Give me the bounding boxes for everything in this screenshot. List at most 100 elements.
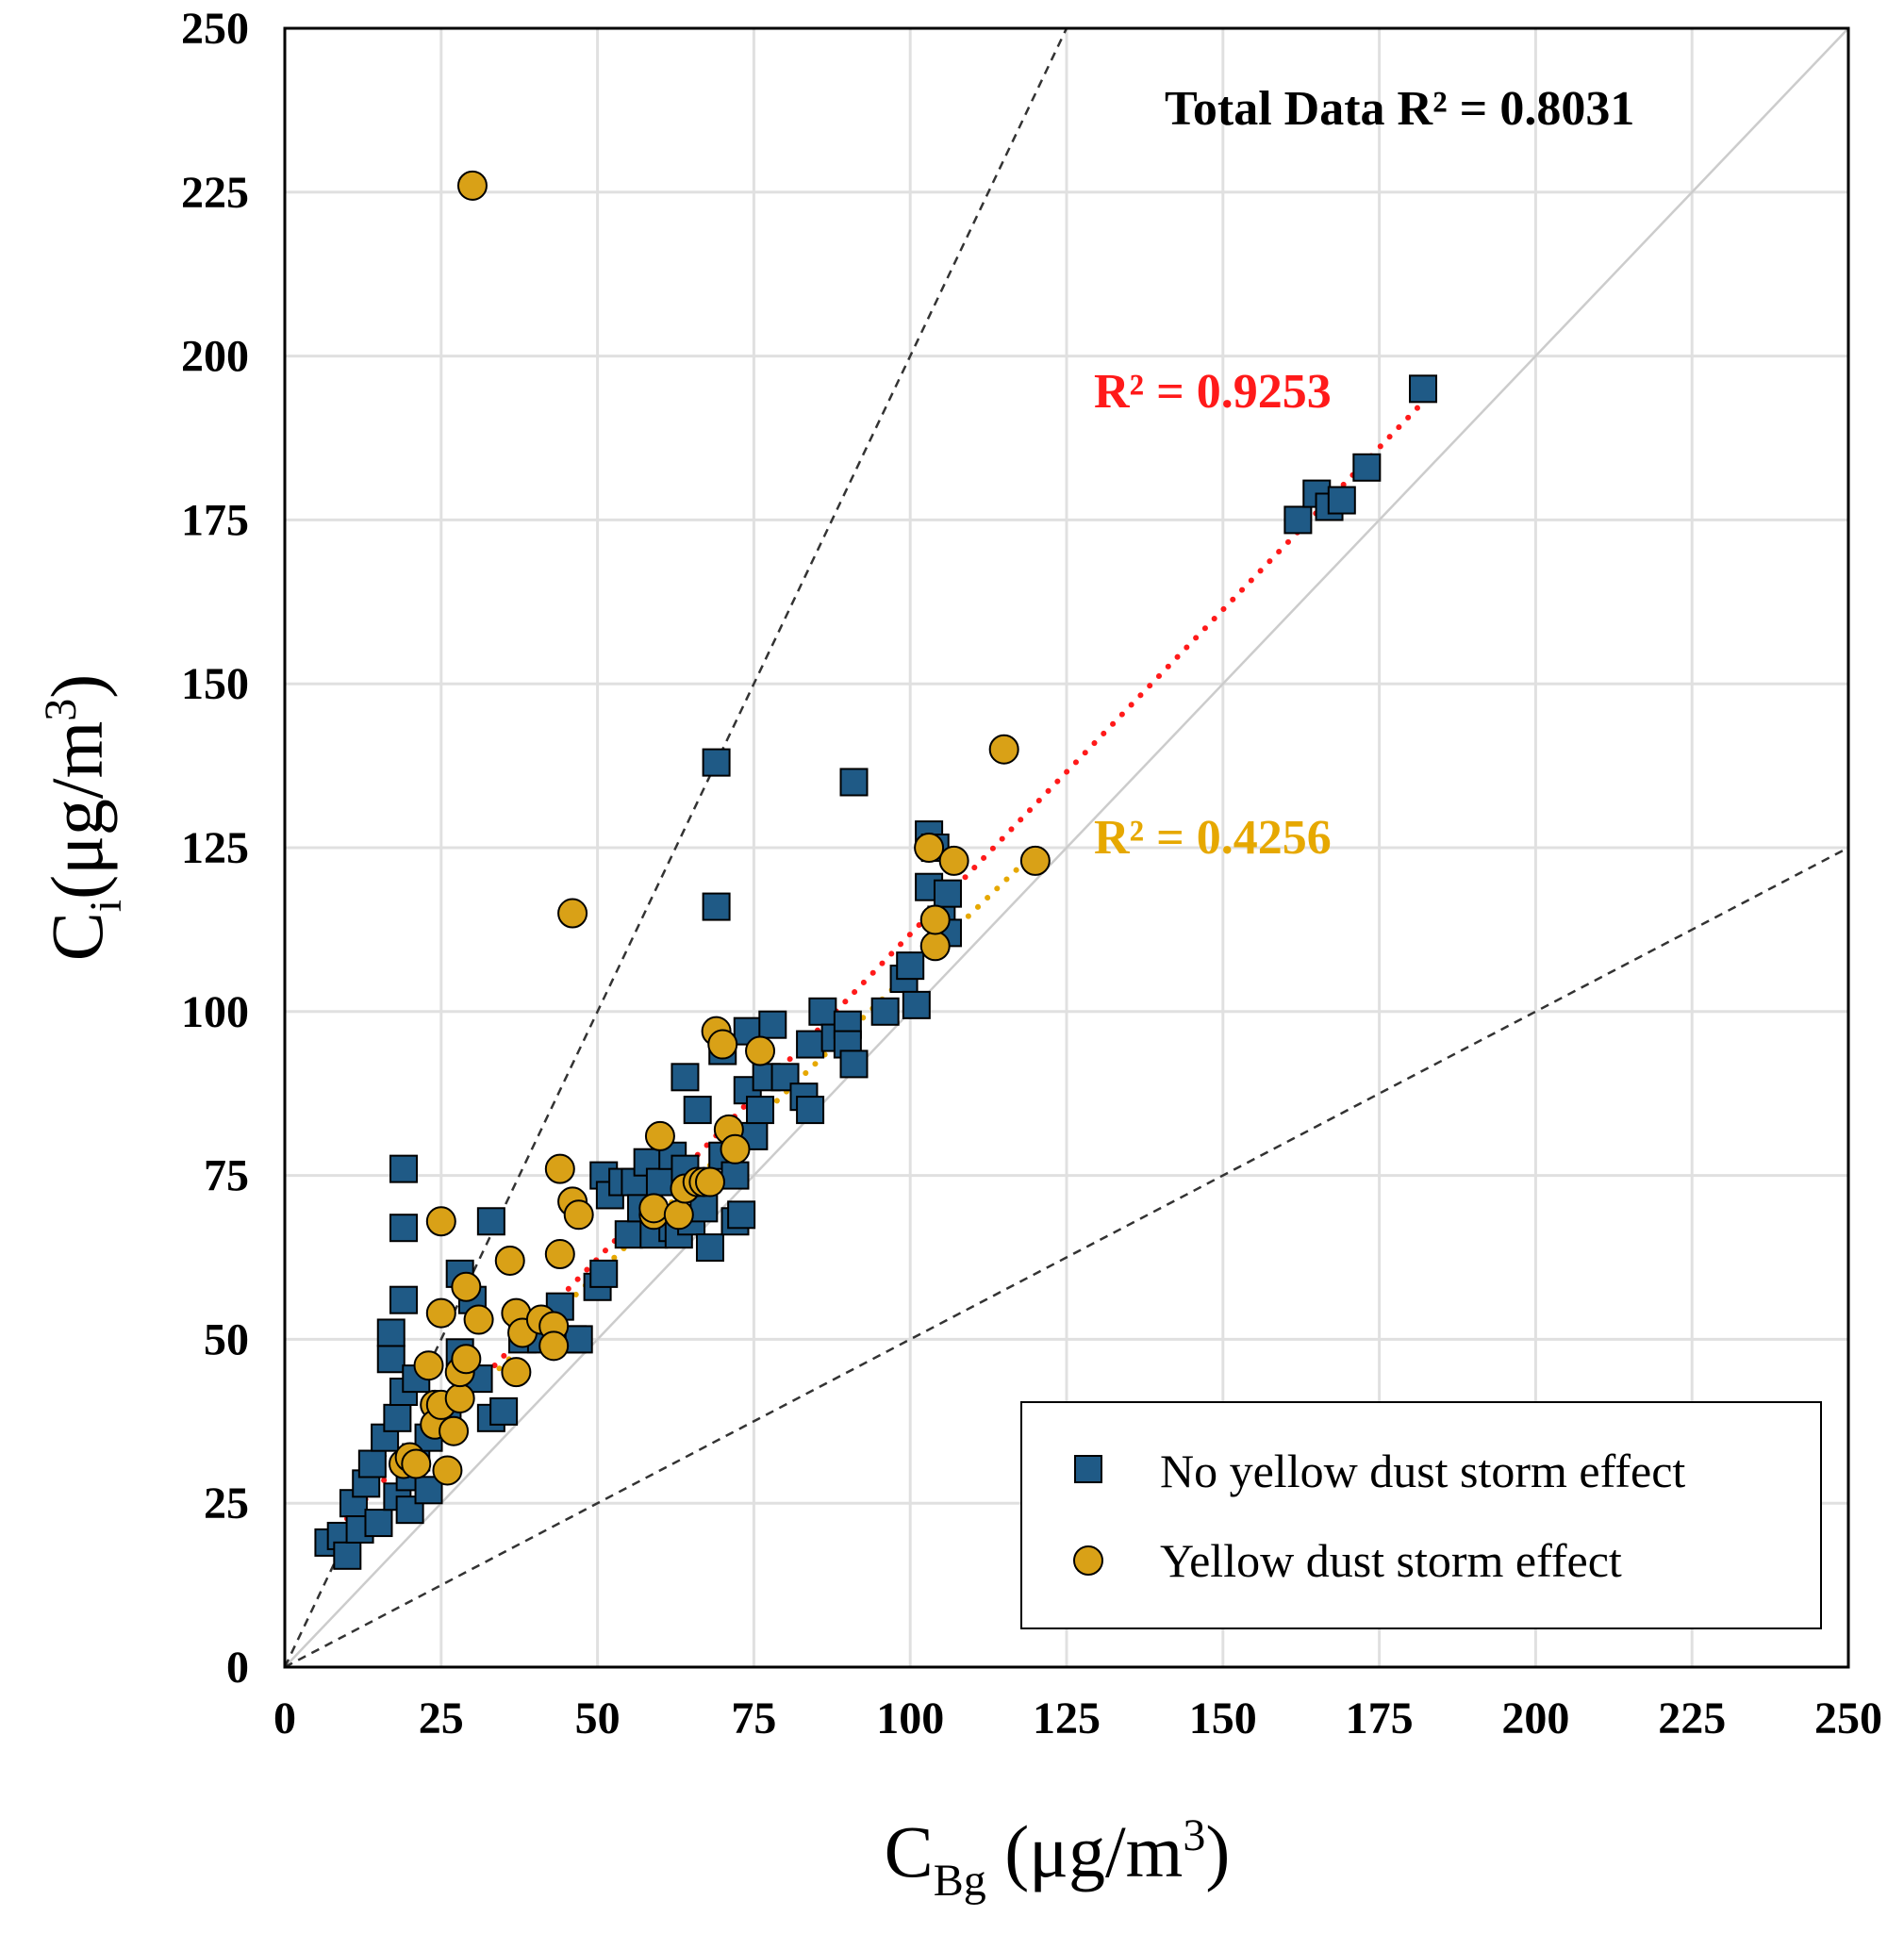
series-no-dust [314, 374, 1438, 1570]
data-point-circle [745, 1035, 776, 1066]
x-axis-title-main: C [885, 1810, 934, 1892]
data-point-square [389, 1154, 419, 1183]
data-point-square [720, 1161, 750, 1190]
data-point-square [489, 1396, 519, 1426]
data-point-square [376, 1318, 406, 1347]
y-tick-label: 125 [181, 823, 249, 873]
data-point-circle [451, 1271, 482, 1302]
y-tick-label: 100 [181, 987, 249, 1037]
data-point-square [808, 997, 837, 1026]
data-point-circle [456, 170, 488, 201]
data-point-square [902, 990, 931, 1019]
annotation-dust: R² = 0.4256 [1094, 811, 1332, 865]
series-dust [389, 170, 1051, 1486]
data-point-square [933, 879, 962, 908]
data-point-square [727, 1200, 756, 1230]
data-point-square [796, 1030, 825, 1059]
data-point-circle [439, 1415, 470, 1446]
x-tick-label: 250 [1814, 1693, 1882, 1743]
data-point-square [839, 1049, 869, 1079]
data-point-square [389, 1214, 419, 1243]
data-point-square [695, 1233, 724, 1263]
trend-line-series-0 [325, 399, 1427, 1541]
data-point-square [739, 1121, 769, 1150]
x-axis-title-sub: Bg [934, 1856, 986, 1906]
x-tick-label: 100 [876, 1693, 944, 1743]
data-point-circle [501, 1357, 532, 1388]
data-point-circle [413, 1350, 444, 1381]
data-point-square [1352, 453, 1382, 482]
data-point-square [389, 1285, 419, 1314]
data-point-square [796, 1096, 825, 1125]
x-tick-label: 200 [1501, 1693, 1569, 1743]
data-point-square [702, 748, 731, 777]
y-tick-label: 175 [181, 495, 249, 545]
data-point-square [746, 1096, 775, 1125]
data-point-circle [425, 1206, 456, 1237]
data-point-square [589, 1259, 619, 1288]
annotation-total: Total Data R² = 0.8031 [1165, 82, 1634, 136]
x-axis-title: CBg (μg/m3) [885, 1810, 1231, 1906]
y-tick-label: 25 [204, 1479, 249, 1528]
data-point-square [645, 1167, 674, 1197]
legend-label-no-dust: No yellow dust storm effect [1160, 1445, 1685, 1497]
r-squared-annotations: Total Data R² = 0.8031 R² = 0.9253 R² = 0.… [1094, 82, 1634, 865]
data-point-square [870, 997, 900, 1026]
x-tick-label: 50 [575, 1693, 621, 1743]
y-tick-label: 150 [181, 659, 249, 709]
data-point-square [733, 1016, 762, 1046]
x-tick-labels: 0 25 50 75 100 125 150 175 200 225 250 [273, 1693, 1882, 1743]
data-point-square [896, 951, 925, 981]
data-point-circle [544, 1153, 575, 1184]
legend-marker-circle [1073, 1545, 1103, 1576]
y-axis-title: Ci(μg/m3) [36, 674, 131, 962]
x-tick-label: 25 [419, 1693, 464, 1743]
y-tick-label: 250 [181, 4, 249, 54]
data-point-square [564, 1325, 593, 1354]
y-tick-label: 75 [204, 1151, 249, 1201]
data-point-circle [644, 1120, 675, 1151]
data-point-circle [432, 1455, 463, 1486]
data-point-circle [444, 1382, 475, 1413]
data-point-circle [1019, 845, 1051, 876]
legend: No yellow dust storm effect Yellow dust … [1020, 1401, 1822, 1629]
data-point-circle [425, 1297, 456, 1329]
data-point-square [364, 1509, 393, 1538]
data-point-circle [544, 1239, 575, 1270]
data-point-square [671, 1063, 700, 1092]
y-axis-title-unit: (μg/m [36, 721, 118, 900]
data-point-circle [494, 1245, 525, 1276]
x-tick-label: 125 [1033, 1693, 1101, 1743]
y-tick-label: 225 [181, 168, 249, 218]
data-point-square [702, 892, 731, 921]
y-tick-label: 0 [226, 1643, 249, 1693]
data-point-square [1283, 505, 1313, 535]
data-point-circle [919, 931, 951, 962]
data-point-square [376, 1345, 406, 1374]
data-point-square [839, 768, 869, 797]
data-point-circle [563, 1199, 594, 1231]
data-point-circle [538, 1330, 570, 1362]
reference-line-one-to-one [284, 27, 1849, 1668]
data-point-circle [938, 845, 969, 876]
x-tick-label: 75 [731, 1693, 776, 1743]
data-point-square [1327, 486, 1356, 515]
data-point-circle [451, 1344, 482, 1375]
plot-frame [283, 26, 1850, 1669]
data-point-circle [694, 1166, 725, 1198]
reference-line-lower-bound [284, 846, 1849, 1669]
x-tick-label: 150 [1189, 1693, 1257, 1743]
data-point-square [1409, 374, 1438, 404]
data-point-square [758, 1010, 787, 1039]
x-tick-label: 0 [273, 1693, 296, 1743]
data-point-circle [463, 1304, 494, 1335]
data-point-circle [638, 1193, 670, 1224]
data-points [314, 170, 1438, 1570]
y-axis-title-close: ) [36, 674, 118, 699]
x-axis-title-sup: 3 [1183, 1810, 1205, 1860]
data-point-square [357, 1449, 387, 1479]
y-axis-title-main: C [36, 912, 118, 961]
data-point-circle [720, 1133, 751, 1165]
legend-box [1020, 1401, 1822, 1629]
